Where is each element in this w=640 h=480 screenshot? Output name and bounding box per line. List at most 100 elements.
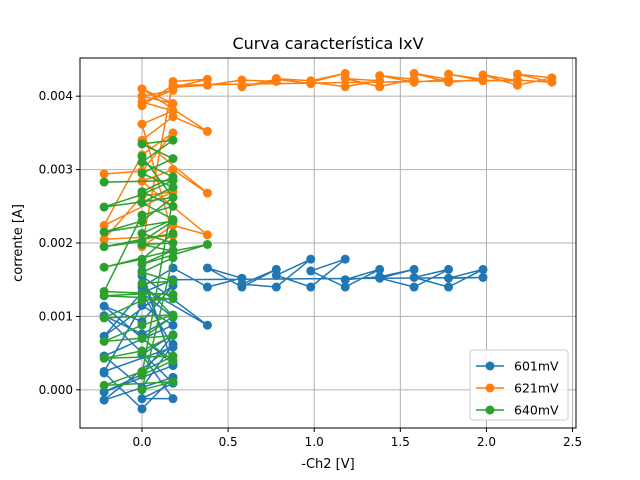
data-point xyxy=(202,263,212,273)
plot-frame xyxy=(79,57,577,429)
data-point xyxy=(168,377,178,387)
data-point xyxy=(137,210,147,220)
data-point xyxy=(137,295,147,305)
data-point xyxy=(99,395,109,405)
data-point xyxy=(137,198,147,208)
y-tick-label: 0.000 xyxy=(39,383,73,397)
data-point xyxy=(478,264,488,274)
data-point xyxy=(99,202,109,212)
legend: 601mV 621mV 640mV xyxy=(469,349,569,421)
data-point xyxy=(375,82,385,92)
data-point xyxy=(409,282,419,292)
data-point xyxy=(547,77,557,87)
data-point xyxy=(137,151,147,161)
data-point xyxy=(306,282,316,292)
data-point xyxy=(409,264,419,274)
data-point xyxy=(168,331,178,340)
data-point xyxy=(168,238,178,248)
data-point xyxy=(137,385,147,395)
data-point xyxy=(99,234,109,244)
data-point xyxy=(237,82,247,92)
data-point xyxy=(168,80,178,90)
legend-box xyxy=(469,349,569,421)
data-point xyxy=(137,394,147,404)
data-point xyxy=(99,380,109,390)
data-point xyxy=(137,259,147,269)
data-point xyxy=(168,192,178,202)
data-point xyxy=(375,71,385,81)
data-point xyxy=(168,320,178,330)
data-point xyxy=(99,169,109,179)
data-point xyxy=(202,239,212,249)
data-point xyxy=(168,215,178,225)
data-point xyxy=(137,101,147,111)
data-point xyxy=(271,74,281,84)
data-point xyxy=(168,228,178,238)
data-point xyxy=(168,294,178,304)
data-point xyxy=(99,262,109,272)
data-point xyxy=(137,239,147,249)
plot-series xyxy=(99,68,557,414)
axis-ticks: 0.0 0.5 1.0 1.5 2.0 2.5 0.000 0.001 0.002 0.003 0.… xyxy=(39,89,582,449)
data-point xyxy=(137,278,147,288)
data-point xyxy=(137,168,147,178)
data-point xyxy=(99,336,109,346)
data-point xyxy=(444,69,454,79)
data-point xyxy=(202,320,212,330)
data-point xyxy=(306,77,316,87)
data-point xyxy=(99,313,109,323)
data-point xyxy=(168,355,178,365)
data-point xyxy=(409,68,419,78)
data-point xyxy=(478,70,488,80)
data-point xyxy=(340,254,350,264)
data-point xyxy=(168,394,178,404)
data-point xyxy=(99,353,109,363)
data-point xyxy=(99,227,109,237)
y-tick-label: 0.001 xyxy=(39,309,73,323)
data-point xyxy=(375,273,385,283)
data-point xyxy=(237,279,247,289)
data-point xyxy=(168,128,178,138)
legend-marker xyxy=(485,405,495,415)
x-tick-label: 1.5 xyxy=(391,435,410,449)
y-tick-label: 0.003 xyxy=(39,163,73,177)
data-point xyxy=(137,346,147,356)
data-point xyxy=(168,112,178,122)
legend-marker xyxy=(485,383,495,393)
data-point xyxy=(202,230,212,240)
data-point xyxy=(168,154,178,164)
legend-item-601mV: 601mV xyxy=(476,359,559,374)
data-point xyxy=(444,282,454,292)
data-point xyxy=(137,228,147,238)
data-point xyxy=(306,266,316,276)
data-point xyxy=(237,75,247,85)
data-point xyxy=(137,320,147,330)
data-point xyxy=(340,282,350,292)
legend-item-640mV: 640mV xyxy=(476,403,559,418)
data-point xyxy=(137,333,147,343)
data-point xyxy=(99,220,109,230)
data-point xyxy=(137,404,147,414)
data-point xyxy=(99,291,109,301)
legend-item-621mV: 621mV xyxy=(476,381,559,396)
series-line xyxy=(103,72,553,248)
data-point xyxy=(137,187,147,197)
data-point xyxy=(168,246,178,256)
y-tick-label: 0.002 xyxy=(39,236,73,250)
x-tick-label: 2.5 xyxy=(563,435,582,449)
data-point xyxy=(99,387,109,397)
data-point xyxy=(409,273,419,283)
data-point xyxy=(137,84,147,94)
data-point xyxy=(478,273,488,283)
data-point xyxy=(137,139,147,149)
data-point xyxy=(168,182,178,192)
data-point xyxy=(137,267,147,277)
legend-label: 621mV xyxy=(514,381,559,396)
data-point xyxy=(137,91,147,101)
chart-title: Curva característica IxV xyxy=(232,34,423,53)
data-point xyxy=(99,242,109,252)
data-point xyxy=(99,366,109,376)
data-point xyxy=(202,188,212,198)
data-point xyxy=(444,77,454,87)
data-point xyxy=(168,311,178,321)
